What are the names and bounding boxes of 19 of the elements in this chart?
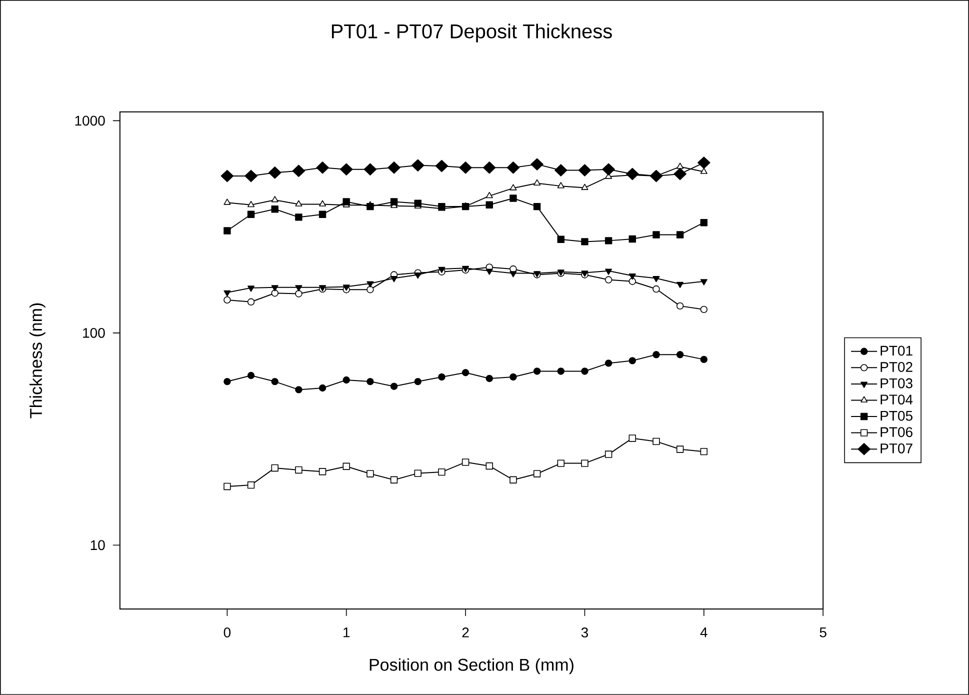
legend-label: PT04 — [880, 394, 913, 405]
chart-title: PT01 - PT07 Deposit Thickness — [332, 24, 612, 42]
legend-label: PT05 — [880, 410, 912, 421]
y-axis-title: Thickness (nm) — [30, 303, 46, 418]
x-tick-label: 0 — [224, 628, 231, 638]
x-tick-label: 4 — [700, 628, 708, 638]
x-tick-label: 2 — [462, 628, 469, 638]
legend-label: PT07 — [880, 443, 912, 454]
x-tick-label: 3 — [581, 628, 588, 638]
x-axis-title: Position on Section B (mm) — [370, 658, 574, 674]
x-tick-label: 1 — [344, 628, 350, 638]
legend-label: PT02 — [880, 362, 912, 372]
x-tick-label: 5 — [820, 628, 826, 638]
legend-label: PT06 — [880, 427, 912, 438]
legend-label: PT01 — [880, 346, 912, 356]
y-tick-label: 1000 — [75, 116, 105, 126]
y-tick-label: 100 — [83, 328, 105, 338]
y-tick-label: 10 — [90, 540, 105, 550]
legend-label: PT03 — [880, 378, 912, 388]
